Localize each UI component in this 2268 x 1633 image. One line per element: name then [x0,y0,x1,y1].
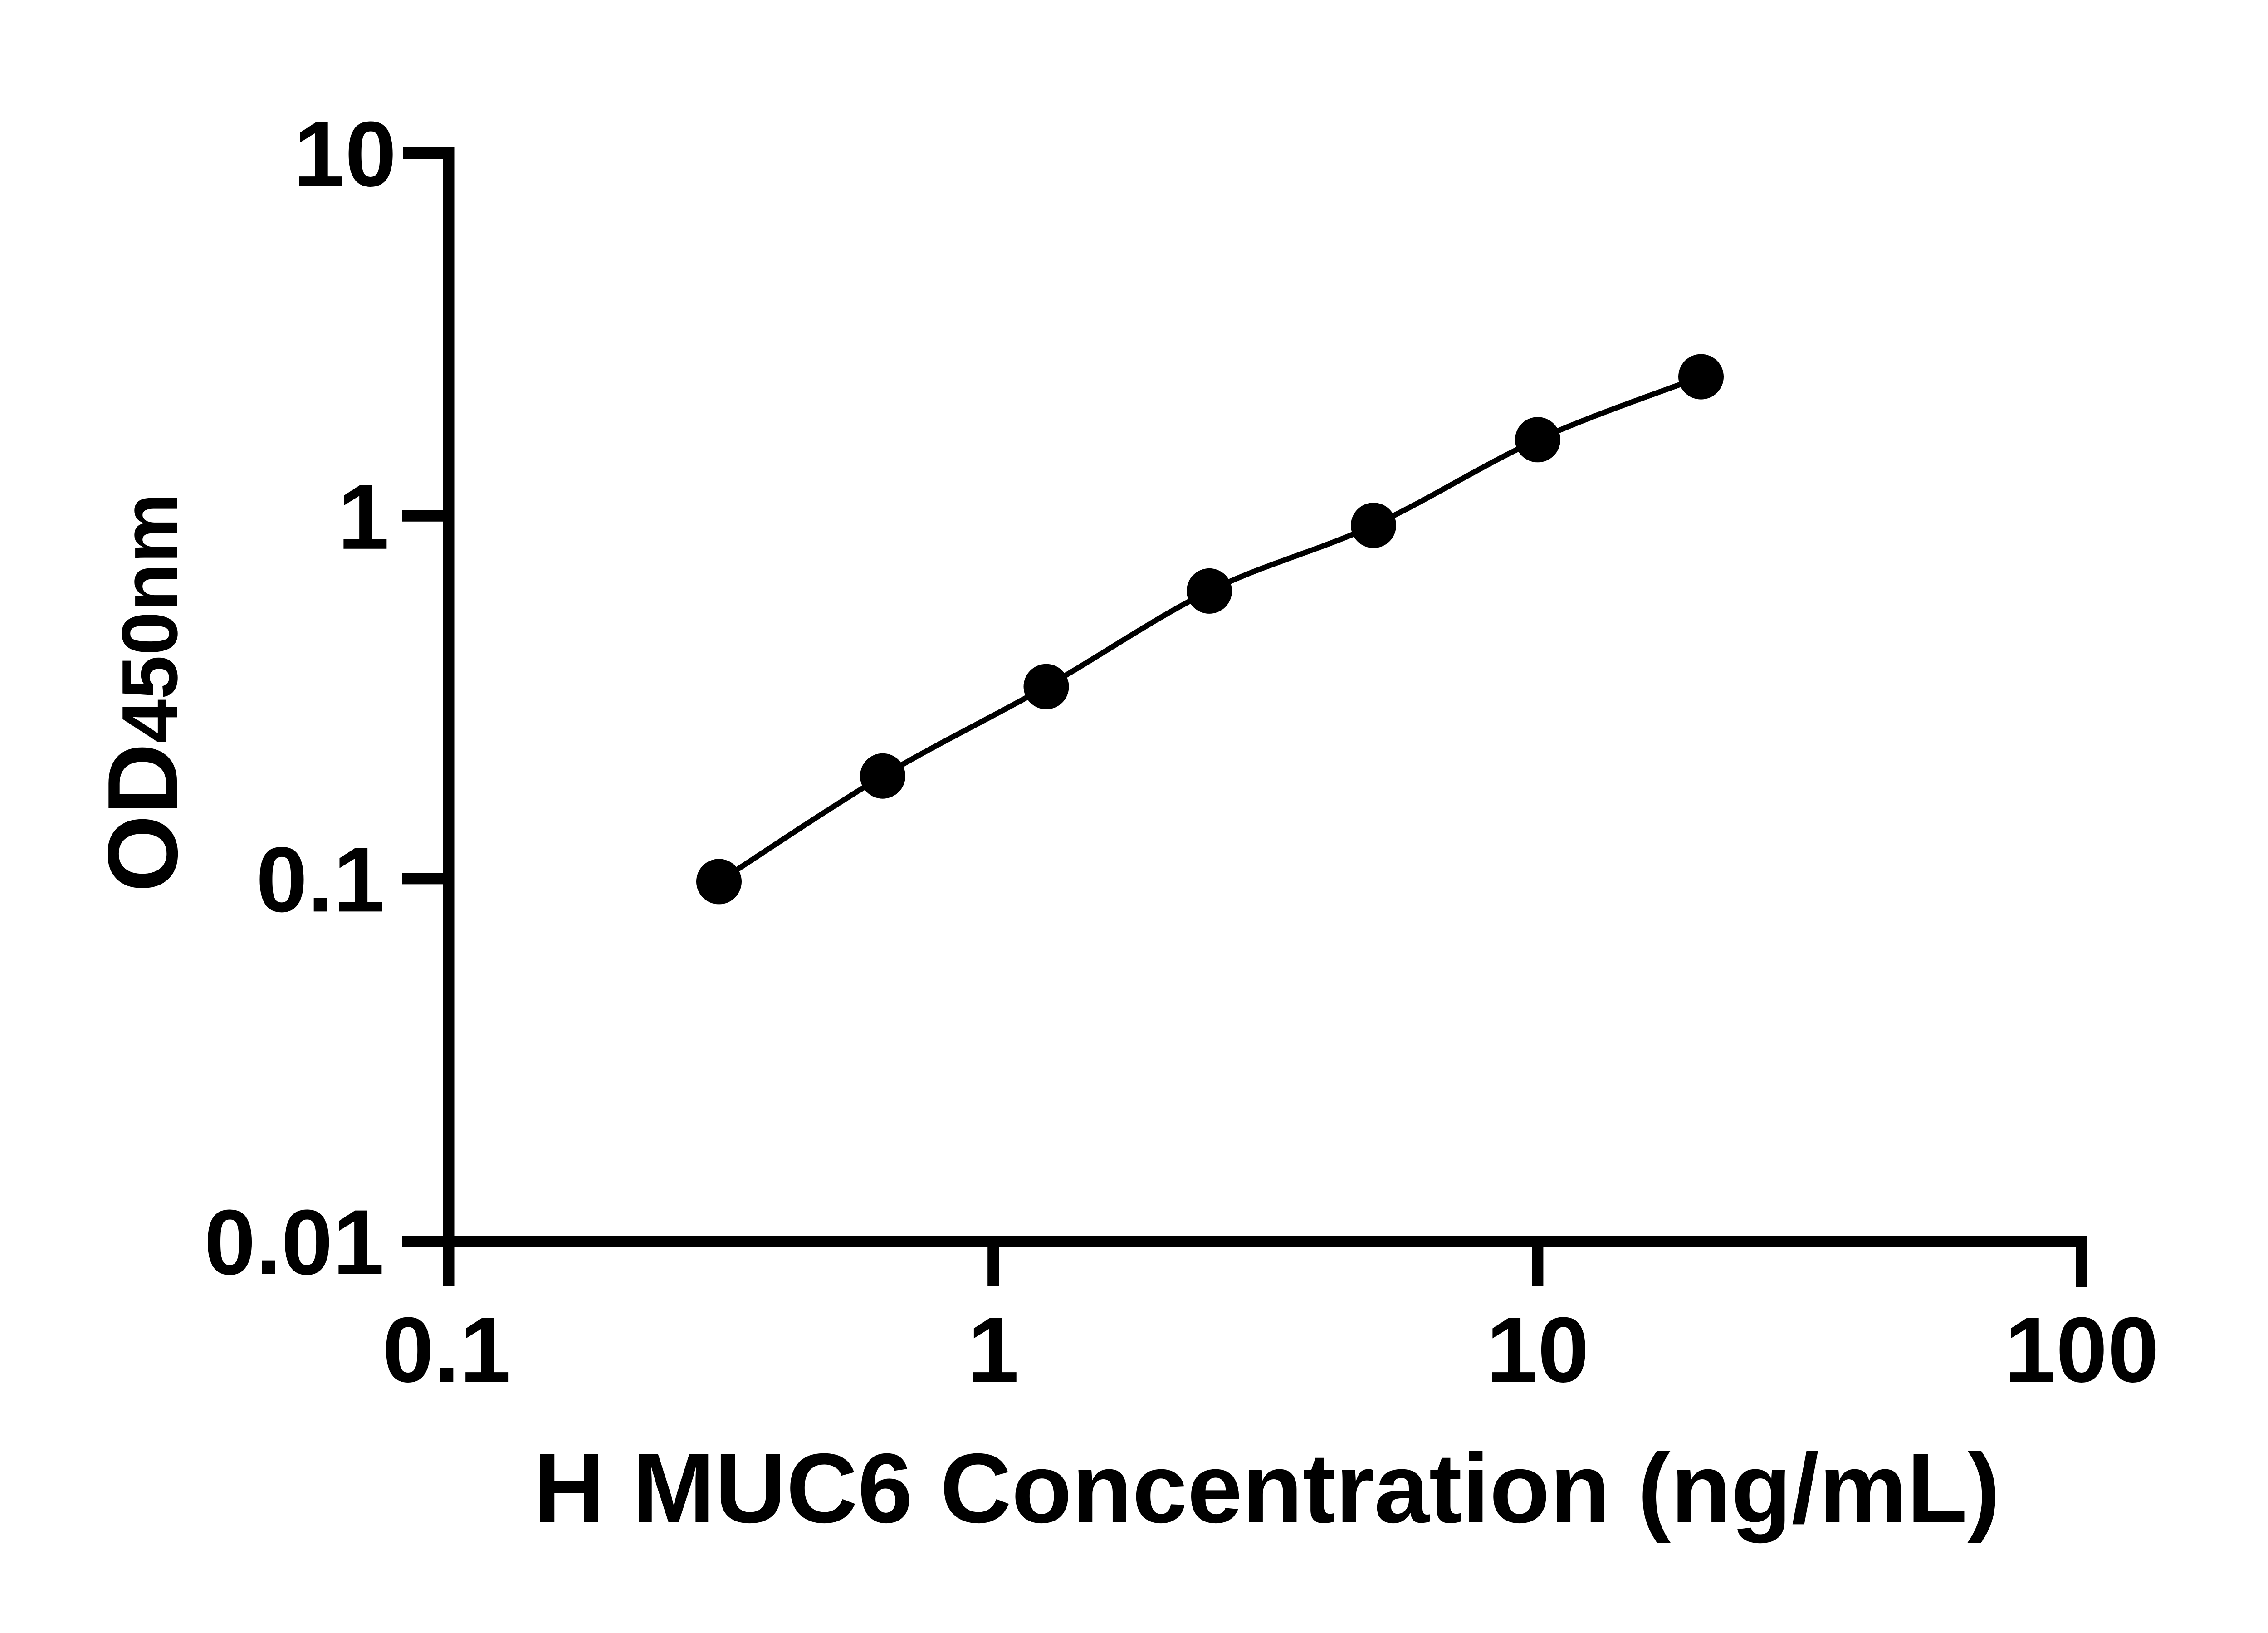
svg-text:10: 10 [1486,1298,1589,1402]
svg-text:100: 100 [2004,1298,2159,1402]
svg-text:0.1: 0.1 [382,1298,511,1402]
svg-text:OD450nm: OD450nm [88,493,198,892]
svg-text:0.1: 0.1 [256,828,385,931]
svg-text:1: 1 [338,465,389,569]
svg-text:10: 10 [293,103,396,206]
svg-text:H MUC6 Concentration (ng/mL): H MUC6 Concentration (ng/mL) [533,1433,2000,1544]
svg-text:1: 1 [968,1298,1019,1402]
svg-text:0.01: 0.01 [204,1191,384,1294]
